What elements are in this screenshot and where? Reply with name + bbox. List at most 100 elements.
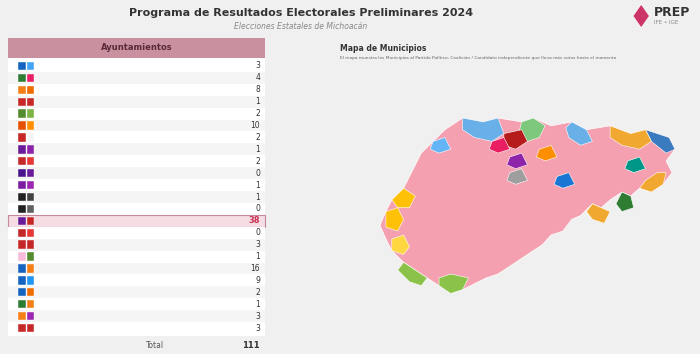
Bar <box>27 133 34 142</box>
Polygon shape <box>610 126 652 149</box>
Text: Programa de Resultados Electorales Preliminares 2024: Programa de Resultados Electorales Preli… <box>129 8 473 18</box>
Bar <box>27 324 34 332</box>
Bar <box>18 300 26 308</box>
Text: 2: 2 <box>256 157 260 166</box>
Text: 9: 9 <box>255 276 260 285</box>
Text: Elecciones Estatales de Michoacán: Elecciones Estatales de Michoacán <box>234 22 368 31</box>
Polygon shape <box>392 188 415 208</box>
Bar <box>8 167 265 179</box>
Polygon shape <box>392 235 410 255</box>
Bar <box>18 324 26 332</box>
Text: El mapa muestra los Municipios al Partido Político, Coalición / Candidato indepe: El mapa muestra los Municipios al Partid… <box>340 56 616 60</box>
Bar <box>8 191 265 203</box>
Bar <box>18 205 26 213</box>
Text: 0: 0 <box>255 204 260 213</box>
Bar <box>18 252 26 261</box>
Bar <box>8 58 265 336</box>
Bar <box>27 157 34 165</box>
Bar <box>27 74 34 82</box>
Bar <box>18 240 26 249</box>
Polygon shape <box>519 118 545 141</box>
Bar <box>27 276 34 285</box>
Text: 111: 111 <box>242 341 260 349</box>
Polygon shape <box>634 5 649 27</box>
Bar <box>27 62 34 70</box>
Bar <box>27 240 34 249</box>
Bar <box>18 264 26 273</box>
Text: Mapa de Municipios: Mapa de Municipios <box>340 44 426 53</box>
Bar <box>8 96 265 108</box>
Bar <box>18 121 26 130</box>
Text: 38: 38 <box>248 216 260 225</box>
Bar <box>8 215 265 227</box>
Bar <box>8 227 265 239</box>
Bar <box>8 84 265 96</box>
Text: 16: 16 <box>251 264 260 273</box>
Bar <box>27 181 34 189</box>
Text: 3: 3 <box>255 312 260 321</box>
Text: 2: 2 <box>256 109 260 118</box>
Bar <box>27 300 34 308</box>
Text: 1: 1 <box>256 193 260 201</box>
Bar <box>8 263 265 274</box>
Text: 0: 0 <box>255 228 260 237</box>
Polygon shape <box>504 130 528 149</box>
Bar <box>18 157 26 165</box>
Bar <box>18 193 26 201</box>
Bar <box>18 133 26 142</box>
Bar <box>27 264 34 273</box>
Bar <box>8 143 265 155</box>
Bar <box>8 72 265 84</box>
Polygon shape <box>645 130 675 153</box>
Bar <box>8 120 265 131</box>
Bar <box>8 179 265 191</box>
Bar <box>8 131 265 143</box>
Text: 1: 1 <box>256 300 260 309</box>
Bar <box>8 155 265 167</box>
Bar <box>27 252 34 261</box>
Bar <box>27 145 34 154</box>
Polygon shape <box>566 122 592 145</box>
Text: 2: 2 <box>256 133 260 142</box>
Text: IFE • IGE: IFE • IGE <box>654 21 678 25</box>
Polygon shape <box>554 173 575 188</box>
Polygon shape <box>587 204 610 223</box>
Bar <box>18 181 26 189</box>
Bar <box>27 312 34 320</box>
Polygon shape <box>507 169 528 184</box>
Bar <box>8 298 265 310</box>
Bar <box>8 239 265 251</box>
Text: 1: 1 <box>256 252 260 261</box>
Polygon shape <box>463 118 504 141</box>
Bar <box>27 121 34 130</box>
Text: 1: 1 <box>256 97 260 106</box>
Bar <box>18 217 26 225</box>
Bar <box>27 86 34 94</box>
Text: 3: 3 <box>255 62 260 70</box>
Text: Ayuntamientos: Ayuntamientos <box>101 44 172 52</box>
Bar <box>27 217 34 225</box>
Bar <box>8 38 265 58</box>
Bar <box>18 74 26 82</box>
Text: 10: 10 <box>251 121 260 130</box>
Bar <box>27 169 34 177</box>
Polygon shape <box>380 118 675 293</box>
Polygon shape <box>625 157 645 173</box>
Polygon shape <box>386 208 404 231</box>
Bar <box>8 108 265 120</box>
Bar <box>27 193 34 201</box>
Text: Total: Total <box>146 341 164 349</box>
Bar <box>8 286 265 298</box>
Bar <box>18 109 26 118</box>
Bar <box>8 203 265 215</box>
Bar <box>18 145 26 154</box>
Text: 4: 4 <box>255 73 260 82</box>
Bar <box>8 251 265 263</box>
Bar <box>18 276 26 285</box>
Bar <box>27 229 34 237</box>
Polygon shape <box>398 262 427 286</box>
Text: PREP: PREP <box>654 6 691 18</box>
Bar <box>8 322 265 334</box>
Bar <box>18 97 26 106</box>
Bar <box>27 205 34 213</box>
